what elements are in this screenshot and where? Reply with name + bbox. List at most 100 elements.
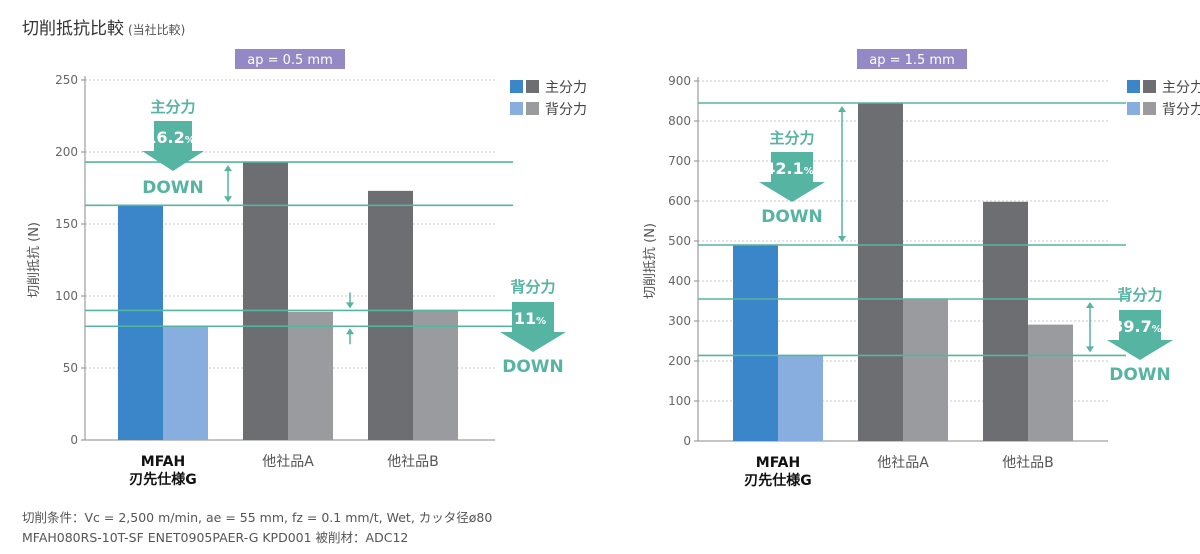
down-arrow-head [142, 151, 204, 171]
y-tick-label: 0 [683, 434, 691, 448]
y-tick-label: 100 [668, 394, 691, 408]
bar-main-0 [733, 245, 778, 441]
reduction-percent-value: 42.1 [764, 159, 803, 178]
legend-label: 背分力 [1162, 102, 1200, 118]
page-title-text: 切削抵抗比較 [22, 19, 124, 39]
category-label: MFAH [141, 454, 185, 470]
chart-title-pill: ap = 1.5 mm [857, 49, 967, 69]
connector-arrowhead-down [1086, 346, 1094, 353]
page-title: 切削抵抗比較 (当社比較) [22, 14, 185, 39]
category-label: 他社品B [1002, 455, 1054, 471]
y-tick-label: 150 [55, 217, 78, 231]
reduction-annotation: 主分力 42.1% DOWN [759, 106, 846, 242]
y-tick-label: 800 [668, 114, 691, 128]
reduction-percent: 39.7% [1112, 317, 1162, 336]
legend-swatch-other [526, 80, 539, 93]
legend-label: 主分力 [545, 80, 587, 96]
reduction-percent: 11% [514, 309, 546, 328]
reduction-percent-value: 11 [514, 309, 536, 328]
reduction-force-label: 主分力 [150, 98, 195, 116]
down-arrow-head [500, 332, 566, 352]
y-tick-label: 400 [668, 274, 691, 288]
connector-arrowhead-up [346, 328, 354, 335]
chart-title-pill: ap = 0.5 mm [235, 49, 345, 69]
y-tick-label: 600 [668, 194, 691, 208]
y-tick-label: 500 [668, 234, 691, 248]
title-pill-bg [857, 49, 967, 69]
bar-back-0 [163, 326, 208, 440]
reduction-down-label: DOWN [502, 357, 564, 377]
cutting-conditions: 切削条件：Vc = 2,500 m/min, ae = 55 mm, fz = … [22, 510, 493, 525]
reduction-down-label: DOWN [761, 207, 823, 227]
reduction-percent-value: 16.2 [145, 128, 184, 147]
reduction-annotation: 主分力 16.2% DOWN [142, 98, 232, 203]
legend-swatch-ours [510, 80, 523, 93]
category-label: 他社品A [877, 455, 929, 471]
connector-arrowhead-down [346, 302, 354, 309]
legend-label: 主分力 [1162, 80, 1200, 96]
tool-spec: MFAH080RS-10T-SF ENET0905PAER-G KPD001 被… [22, 530, 409, 545]
bar-back-1 [903, 299, 948, 441]
reduction-percent-unit: % [1152, 324, 1162, 335]
down-arrow-head [759, 182, 825, 202]
bar-main-2 [368, 190, 413, 440]
reduction-percent-value: 39.7 [1112, 317, 1151, 336]
category-label: 他社品B [387, 454, 439, 470]
down-arrow-body [154, 121, 192, 151]
legend-swatch-ours [510, 102, 523, 115]
bar-back-2 [1028, 324, 1073, 441]
chart-title: ap = 1.5 mm [869, 53, 955, 68]
bar-back-2 [413, 310, 458, 440]
down-arrow-body [1119, 310, 1161, 340]
y-tick-label: 250 [55, 73, 78, 87]
reduction-annotation: 背分力 39.7% DOWN [1086, 286, 1173, 385]
y-tick-label: 200 [668, 354, 691, 368]
y-tick-label: 300 [668, 314, 691, 328]
y-tick-label: 700 [668, 154, 691, 168]
reduction-down-label: DOWN [1109, 365, 1171, 385]
bar-back-1 [288, 311, 333, 440]
category-label-sub: 刃先仕様G [744, 472, 812, 489]
bar-main-2 [983, 201, 1028, 441]
y-tick-label: 0 [70, 433, 78, 447]
title-pill-bg [235, 49, 345, 69]
y-tick-label: 200 [55, 145, 78, 159]
category-label: 他社品A [262, 454, 314, 470]
y-axis-label: 切削抵抗 (N) [27, 222, 42, 298]
page-subtitle: (当社比較) [128, 23, 186, 37]
reduction-percent: 16.2% [145, 128, 195, 147]
legend-swatch-ours [1127, 102, 1140, 115]
connector-arrowhead-up [224, 165, 232, 172]
bar-main-0 [118, 205, 163, 440]
reduction-percent-unit: % [536, 316, 546, 327]
bar-main-1 [858, 103, 903, 441]
legend-swatch-other [526, 102, 539, 115]
category-label-sub: 刃先仕様G [129, 471, 197, 488]
chart-ap-1-5: ap = 1.5 mm 0 100 200 300 400 500 600 700 800 900 切… [643, 49, 1200, 489]
reduction-percent-unit: % [185, 135, 195, 146]
connector-arrowhead-down [224, 196, 232, 203]
y-tick-label: 900 [668, 74, 691, 88]
y-axis-label: 切削抵抗 (N) [643, 223, 658, 299]
y-tick-label: 50 [63, 361, 78, 375]
down-arrow-body [512, 302, 554, 332]
reduction-percent: 42.1% [764, 159, 814, 178]
reduction-percent-unit: % [804, 166, 814, 177]
legend-swatch-ours [1127, 80, 1140, 93]
down-arrow-body [771, 152, 813, 182]
legend-label: 背分力 [545, 102, 587, 118]
legend-swatch-other [1143, 80, 1156, 93]
connector-arrowhead-up [838, 106, 846, 112]
reduction-force-label: 背分力 [1117, 286, 1162, 304]
legend-swatch-other [1143, 102, 1156, 115]
y-tick-label: 100 [55, 289, 78, 303]
reduction-force-label: 背分力 [510, 278, 555, 296]
reduction-annotation: 背分力 11% DOWN [346, 278, 566, 377]
category-label: MFAH [756, 455, 800, 471]
chart-title: ap = 0.5 mm [247, 53, 333, 68]
connector-arrowhead-up [1086, 302, 1094, 308]
reduction-down-label: DOWN [142, 178, 204, 198]
bar-back-0 [778, 355, 823, 441]
